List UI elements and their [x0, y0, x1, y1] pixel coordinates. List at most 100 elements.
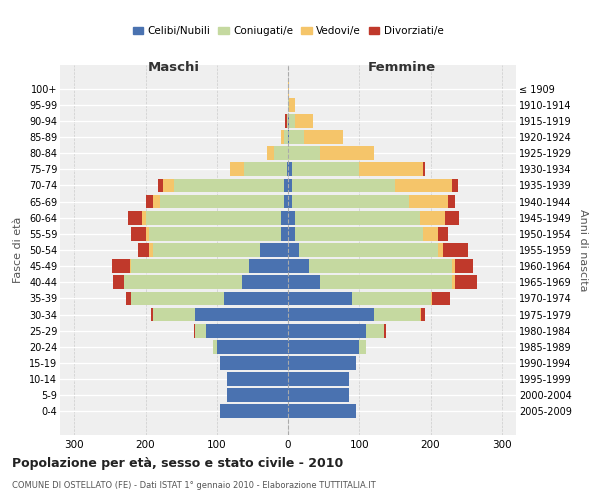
Bar [163, 178, 174, 192]
Bar [146, 194, 152, 208]
Bar [288, 324, 367, 338]
Bar [112, 260, 130, 273]
Bar [288, 372, 349, 386]
Bar [217, 340, 288, 353]
Bar [124, 276, 242, 289]
Text: Popolazione per età, sesso e stato civile - 2010: Popolazione per età, sesso e stato civil… [12, 458, 343, 470]
Bar [284, 130, 288, 144]
Bar [146, 211, 281, 224]
Bar [288, 114, 289, 128]
Bar [125, 292, 131, 306]
Bar [320, 276, 452, 289]
Bar [288, 82, 289, 96]
Bar [295, 227, 424, 240]
Bar [295, 211, 420, 224]
Bar [289, 114, 295, 128]
Bar [220, 404, 288, 418]
Bar [310, 260, 452, 273]
Legend: Celibi/Nubili, Coniugati/e, Vedovi/e, Divorziati/e: Celibi/Nubili, Coniugati/e, Vedovi/e, Di… [128, 22, 448, 40]
Bar [131, 227, 146, 240]
Bar [274, 146, 288, 160]
Bar [249, 260, 288, 273]
Bar [131, 260, 249, 273]
Bar [359, 162, 424, 176]
Bar [288, 98, 289, 112]
Bar [320, 146, 373, 160]
Bar [213, 340, 217, 353]
Bar [266, 146, 274, 160]
Bar [373, 308, 420, 322]
Bar [359, 340, 367, 353]
Bar [130, 260, 131, 273]
Bar [299, 243, 437, 257]
Bar [281, 227, 288, 240]
Bar [224, 292, 288, 306]
Bar [196, 324, 206, 338]
Bar [292, 162, 359, 176]
Bar [395, 178, 452, 192]
Bar [384, 324, 386, 338]
Bar [420, 211, 445, 224]
Bar [287, 162, 288, 176]
Bar [206, 324, 288, 338]
Bar [281, 130, 284, 144]
Bar [149, 227, 281, 240]
Bar [448, 194, 455, 208]
Bar [431, 292, 432, 306]
Bar [146, 227, 149, 240]
Bar [421, 308, 425, 322]
Text: Maschi: Maschi [148, 61, 200, 74]
Bar [288, 178, 292, 192]
Bar [288, 388, 349, 402]
Bar [288, 260, 310, 273]
Bar [352, 292, 431, 306]
Bar [288, 340, 359, 353]
Bar [174, 178, 284, 192]
Bar [292, 178, 395, 192]
Bar [455, 260, 473, 273]
Bar [220, 356, 288, 370]
Bar [288, 211, 295, 224]
Bar [452, 260, 455, 273]
Bar [437, 227, 448, 240]
Bar [230, 162, 244, 176]
Bar [260, 243, 288, 257]
Bar [292, 194, 409, 208]
Text: COMUNE DI OSTELLATO (FE) - Dati ISTAT 1° gennaio 2010 - Elaborazione TUTTITALIA.: COMUNE DI OSTELLATO (FE) - Dati ISTAT 1°… [12, 481, 376, 490]
Bar [244, 162, 287, 176]
Bar [445, 211, 459, 224]
Bar [285, 114, 287, 128]
Bar [304, 130, 343, 144]
Bar [424, 162, 425, 176]
Bar [288, 146, 320, 160]
Bar [288, 227, 295, 240]
Bar [452, 276, 455, 289]
Bar [152, 243, 260, 257]
Bar [227, 372, 288, 386]
Bar [160, 194, 284, 208]
Bar [194, 324, 196, 338]
Bar [242, 276, 288, 289]
Y-axis label: Anni di nascita: Anni di nascita [578, 209, 589, 291]
Bar [158, 178, 163, 192]
Bar [432, 292, 450, 306]
Bar [142, 211, 146, 224]
Bar [455, 276, 477, 289]
Bar [443, 243, 468, 257]
Bar [113, 276, 124, 289]
Bar [424, 227, 437, 240]
Bar [288, 130, 289, 144]
Bar [367, 324, 384, 338]
Bar [227, 388, 288, 402]
Text: Femmine: Femmine [368, 61, 436, 74]
Y-axis label: Fasce di età: Fasce di età [13, 217, 23, 283]
Bar [289, 130, 304, 144]
Bar [131, 292, 224, 306]
Bar [128, 211, 142, 224]
Bar [437, 243, 443, 257]
Bar [151, 308, 152, 322]
Bar [409, 194, 448, 208]
Bar [288, 243, 299, 257]
Bar [288, 162, 292, 176]
Bar [288, 292, 352, 306]
